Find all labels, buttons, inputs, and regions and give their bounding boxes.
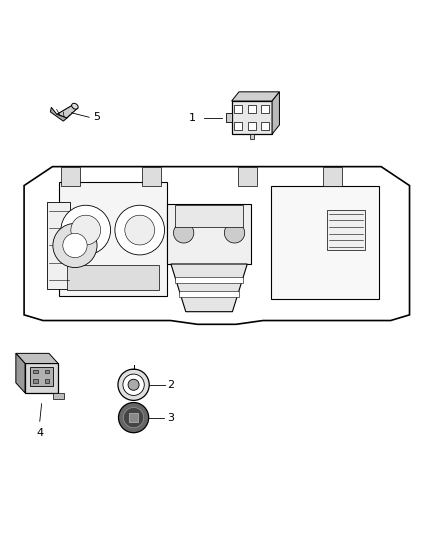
Circle shape <box>124 408 144 427</box>
Polygon shape <box>57 104 78 118</box>
Bar <box>30 367 53 386</box>
Text: 3: 3 <box>167 413 174 423</box>
Bar <box>261 122 269 130</box>
Ellipse shape <box>72 103 78 109</box>
Bar <box>248 105 256 114</box>
Bar <box>234 105 242 114</box>
Polygon shape <box>50 107 67 121</box>
Bar <box>234 122 242 130</box>
Circle shape <box>123 374 144 395</box>
Bar <box>248 122 256 130</box>
Bar <box>238 167 257 185</box>
Bar <box>67 265 159 290</box>
Bar <box>33 369 38 373</box>
Circle shape <box>53 223 97 268</box>
Bar <box>25 364 58 393</box>
Bar <box>167 204 251 264</box>
Circle shape <box>119 402 148 433</box>
Polygon shape <box>16 353 58 364</box>
Bar <box>33 379 38 383</box>
Circle shape <box>61 205 110 255</box>
Circle shape <box>115 205 165 255</box>
Text: 5: 5 <box>93 112 100 122</box>
Bar <box>328 211 365 250</box>
Polygon shape <box>272 92 279 134</box>
Bar <box>226 113 232 122</box>
Bar <box>180 291 239 297</box>
Circle shape <box>173 223 194 243</box>
Circle shape <box>71 215 101 245</box>
Bar <box>45 369 49 373</box>
Circle shape <box>118 369 149 400</box>
Bar <box>271 185 379 299</box>
Bar <box>47 202 71 289</box>
Bar <box>129 413 138 422</box>
Bar <box>261 105 269 114</box>
Polygon shape <box>16 353 25 393</box>
Text: 1: 1 <box>188 112 195 123</box>
Bar <box>175 205 243 227</box>
Bar <box>59 182 167 296</box>
Polygon shape <box>232 92 279 101</box>
Bar <box>250 134 254 139</box>
Bar <box>323 167 342 185</box>
Circle shape <box>128 379 139 390</box>
Bar <box>232 101 272 134</box>
Polygon shape <box>24 167 410 324</box>
Bar <box>45 379 49 383</box>
Circle shape <box>63 233 87 257</box>
Text: 2: 2 <box>168 379 175 390</box>
Circle shape <box>224 223 245 243</box>
Bar <box>142 167 161 185</box>
Bar <box>61 167 80 185</box>
Bar <box>53 393 64 399</box>
Bar <box>175 277 244 283</box>
Polygon shape <box>171 264 247 312</box>
Text: 4: 4 <box>36 428 43 438</box>
Circle shape <box>125 215 155 245</box>
